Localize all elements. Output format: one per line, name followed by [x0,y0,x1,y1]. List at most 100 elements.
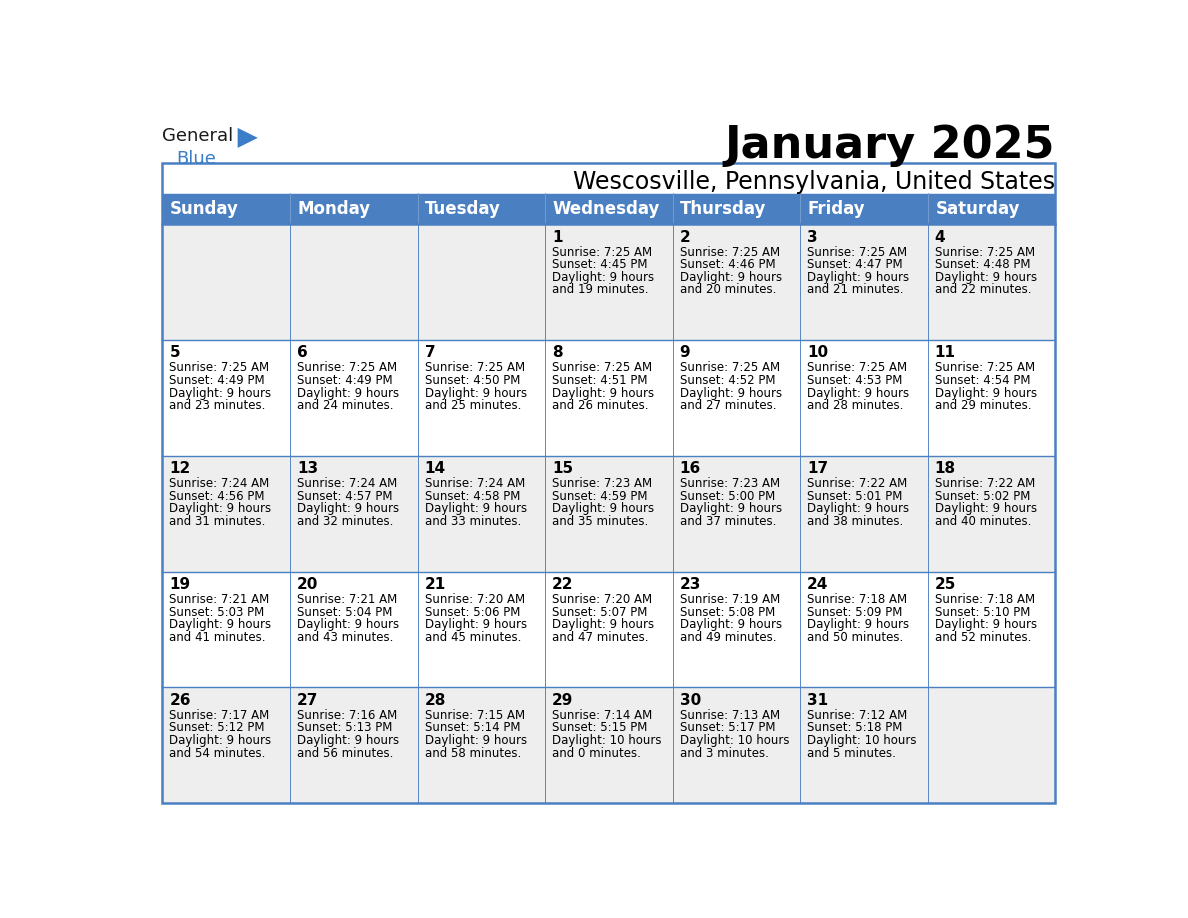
FancyBboxPatch shape [163,340,290,455]
Text: Sunrise: 7:21 AM: Sunrise: 7:21 AM [297,593,397,606]
Text: General: General [163,127,234,145]
FancyBboxPatch shape [672,224,801,340]
FancyBboxPatch shape [672,340,801,455]
FancyBboxPatch shape [290,572,417,688]
Text: Sunrise: 7:25 AM: Sunrise: 7:25 AM [170,362,270,375]
Text: and 23 minutes.: and 23 minutes. [170,399,266,412]
Text: Sunset: 5:07 PM: Sunset: 5:07 PM [552,606,647,619]
Text: Daylight: 9 hours: Daylight: 9 hours [935,271,1037,284]
Text: and 40 minutes.: and 40 minutes. [935,515,1031,528]
FancyBboxPatch shape [928,455,1055,572]
Text: Sunrise: 7:18 AM: Sunrise: 7:18 AM [807,593,908,606]
Text: Sunrise: 7:20 AM: Sunrise: 7:20 AM [424,593,525,606]
Text: 10: 10 [807,345,828,361]
Text: Daylight: 10 hours: Daylight: 10 hours [552,734,662,747]
Text: Sunset: 5:18 PM: Sunset: 5:18 PM [807,722,903,734]
Text: 20: 20 [297,577,318,592]
FancyBboxPatch shape [545,224,672,340]
Text: Sunset: 5:09 PM: Sunset: 5:09 PM [807,606,903,619]
FancyBboxPatch shape [545,572,672,688]
Text: Sunset: 5:17 PM: Sunset: 5:17 PM [680,722,775,734]
Text: and 31 minutes.: and 31 minutes. [170,515,266,528]
Text: 8: 8 [552,345,563,361]
Text: Sunset: 4:48 PM: Sunset: 4:48 PM [935,258,1030,271]
Text: Daylight: 10 hours: Daylight: 10 hours [807,734,917,747]
FancyBboxPatch shape [417,572,545,688]
Text: Sunrise: 7:12 AM: Sunrise: 7:12 AM [807,709,908,722]
Text: 13: 13 [297,461,318,476]
Text: Sunrise: 7:24 AM: Sunrise: 7:24 AM [297,477,397,490]
Text: Sunset: 5:14 PM: Sunset: 5:14 PM [424,722,520,734]
Text: Saturday: Saturday [935,200,1020,218]
Text: Sunset: 4:45 PM: Sunset: 4:45 PM [552,258,647,271]
Text: 5: 5 [170,345,181,361]
Text: 25: 25 [935,577,956,592]
Text: Daylight: 9 hours: Daylight: 9 hours [680,502,782,515]
Text: and 28 minutes.: and 28 minutes. [807,399,904,412]
Text: Sunrise: 7:23 AM: Sunrise: 7:23 AM [680,477,779,490]
Text: Sunrise: 7:24 AM: Sunrise: 7:24 AM [424,477,525,490]
Text: Sunset: 5:06 PM: Sunset: 5:06 PM [424,606,520,619]
Text: Sunset: 4:50 PM: Sunset: 4:50 PM [424,374,520,387]
FancyBboxPatch shape [672,688,801,803]
Text: Daylight: 9 hours: Daylight: 9 hours [424,618,526,632]
Text: Sunrise: 7:22 AM: Sunrise: 7:22 AM [935,477,1035,490]
Text: Daylight: 9 hours: Daylight: 9 hours [170,618,272,632]
FancyBboxPatch shape [801,455,928,572]
FancyBboxPatch shape [801,194,928,224]
Text: Sunrise: 7:19 AM: Sunrise: 7:19 AM [680,593,779,606]
Text: Monday: Monday [298,200,371,218]
Text: Sunset: 4:49 PM: Sunset: 4:49 PM [297,374,392,387]
Text: Daylight: 9 hours: Daylight: 9 hours [297,618,399,632]
Text: and 58 minutes.: and 58 minutes. [424,746,520,759]
Text: and 32 minutes.: and 32 minutes. [297,515,393,528]
Text: 7: 7 [424,345,435,361]
Text: Daylight: 10 hours: Daylight: 10 hours [680,734,789,747]
FancyBboxPatch shape [801,340,928,455]
Text: Daylight: 9 hours: Daylight: 9 hours [807,386,909,399]
Text: Wednesday: Wednesday [552,200,661,218]
Text: Daylight: 9 hours: Daylight: 9 hours [807,502,909,515]
Text: 19: 19 [170,577,190,592]
FancyBboxPatch shape [545,455,672,572]
Text: and 27 minutes.: and 27 minutes. [680,399,776,412]
Text: Sunrise: 7:25 AM: Sunrise: 7:25 AM [680,246,779,259]
Text: 23: 23 [680,577,701,592]
FancyBboxPatch shape [163,194,290,224]
FancyBboxPatch shape [545,194,672,224]
Text: 22: 22 [552,577,574,592]
Text: Sunset: 4:53 PM: Sunset: 4:53 PM [807,374,903,387]
Text: Daylight: 9 hours: Daylight: 9 hours [680,271,782,284]
Text: and 45 minutes.: and 45 minutes. [424,631,520,644]
Text: Wescosville, Pennsylvania, United States: Wescosville, Pennsylvania, United States [573,170,1055,195]
Text: 18: 18 [935,461,956,476]
Text: and 56 minutes.: and 56 minutes. [297,746,393,759]
Text: Sunset: 5:15 PM: Sunset: 5:15 PM [552,722,647,734]
FancyBboxPatch shape [801,224,928,340]
Text: Sunset: 5:03 PM: Sunset: 5:03 PM [170,606,265,619]
Text: Daylight: 9 hours: Daylight: 9 hours [807,271,909,284]
Text: 6: 6 [297,345,308,361]
FancyBboxPatch shape [672,572,801,688]
FancyBboxPatch shape [801,688,928,803]
Text: 24: 24 [807,577,828,592]
FancyBboxPatch shape [163,224,290,340]
Text: Sunset: 5:01 PM: Sunset: 5:01 PM [807,490,903,503]
FancyBboxPatch shape [417,455,545,572]
Text: Sunset: 5:13 PM: Sunset: 5:13 PM [297,722,392,734]
FancyBboxPatch shape [928,194,1055,224]
Text: and 38 minutes.: and 38 minutes. [807,515,903,528]
Text: 30: 30 [680,693,701,708]
Text: Thursday: Thursday [681,200,766,218]
Text: 4: 4 [935,230,946,244]
Text: and 22 minutes.: and 22 minutes. [935,284,1031,297]
Text: Sunrise: 7:24 AM: Sunrise: 7:24 AM [170,477,270,490]
Text: Sunset: 5:08 PM: Sunset: 5:08 PM [680,606,775,619]
Text: Sunset: 4:52 PM: Sunset: 4:52 PM [680,374,775,387]
Text: Sunset: 4:51 PM: Sunset: 4:51 PM [552,374,647,387]
Text: and 49 minutes.: and 49 minutes. [680,631,776,644]
Text: Daylight: 9 hours: Daylight: 9 hours [424,502,526,515]
Text: 12: 12 [170,461,191,476]
FancyBboxPatch shape [163,455,290,572]
Text: Sunrise: 7:23 AM: Sunrise: 7:23 AM [552,477,652,490]
